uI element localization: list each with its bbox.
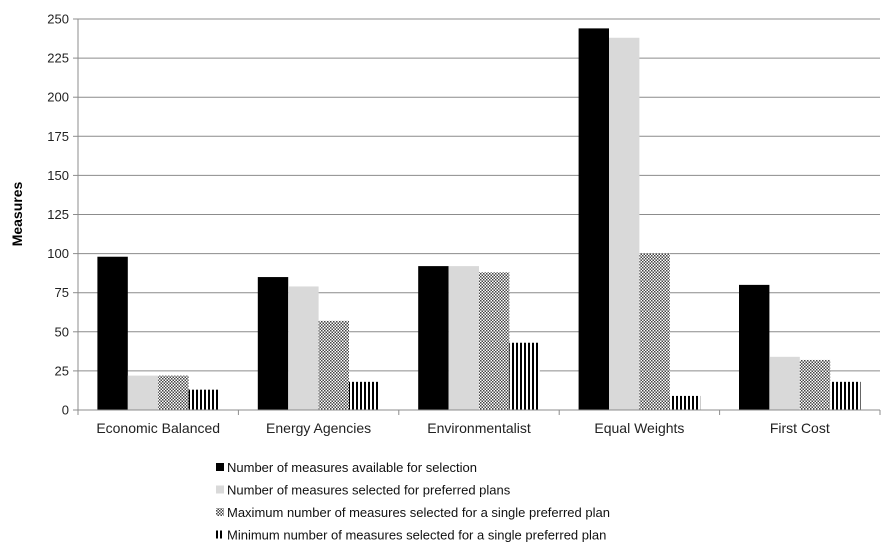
bar-4-economic-balanced — [188, 389, 219, 410]
x-category-label: Economic Balanced — [96, 420, 220, 436]
bar-4-energy-agencies — [349, 381, 380, 410]
bar-2-equal-weights — [609, 37, 640, 410]
y-tick-label: 125 — [47, 207, 69, 222]
x-axis-categories: Economic Balanced Energy Agencies Environm… — [96, 420, 830, 436]
bar-3-first-cost — [799, 359, 831, 410]
y-tick-label: 150 — [47, 168, 69, 183]
y-axis-ticks: 0 25 50 75 100 125 150 175 200 225 250 — [47, 12, 78, 418]
legend: Number of measures available for selecti… — [216, 460, 610, 543]
y-tick-label: 100 — [47, 246, 69, 261]
axes — [77, 19, 881, 415]
x-category-label: Energy Agencies — [266, 420, 371, 436]
legend-swatch — [216, 485, 224, 494]
x-category-label: First Cost — [770, 420, 830, 436]
bar-1-equal-weights — [578, 28, 609, 410]
bar-1-energy-agencies — [257, 277, 289, 410]
bar-2-environmentalist — [448, 266, 479, 410]
bar-3-environmentalist — [479, 272, 510, 410]
y-tick-label: 200 — [47, 90, 69, 105]
x-category-label: Equal Weights — [594, 420, 684, 436]
bar-4-first-cost — [830, 381, 861, 410]
bar-1-first-cost — [739, 284, 770, 410]
legend-entry: Maximum number of measures selected for … — [227, 505, 610, 520]
bar-3-economic-balanced — [158, 375, 189, 410]
y-tick-label: 25 — [55, 363, 69, 378]
legend-entry: Number of measures available for selecti… — [227, 460, 477, 475]
y-tick-label: 250 — [47, 12, 69, 27]
bar-3-energy-agencies — [318, 320, 349, 410]
y-tick-label: 175 — [47, 129, 69, 144]
y-tick-label: 50 — [55, 324, 69, 339]
bar-1-economic-balanced — [97, 256, 128, 410]
bar-4-equal-weights — [669, 395, 701, 410]
bars — [97, 28, 861, 410]
gridlines — [78, 18, 880, 372]
legend-entry: Number of measures selected for preferre… — [227, 483, 511, 498]
y-tick-label: 0 — [62, 403, 69, 418]
legend-swatch — [216, 530, 224, 539]
bar-2-economic-balanced — [127, 375, 159, 410]
y-axis-label: Measures — [9, 181, 25, 246]
y-tick-label: 225 — [47, 51, 69, 66]
legend-swatch — [216, 463, 224, 471]
legend-entry: Minimum number of measures selected for … — [227, 528, 606, 543]
bar-1-environmentalist — [418, 266, 449, 410]
y-tick-label: 75 — [55, 285, 69, 300]
bar-2-first-cost — [769, 356, 800, 410]
bar-2-energy-agencies — [288, 286, 319, 410]
bar-3-equal-weights — [639, 253, 670, 410]
legend-swatch — [216, 508, 224, 516]
x-category-label: Environmentalist — [427, 420, 531, 436]
bar-4-environmentalist — [509, 342, 540, 410]
